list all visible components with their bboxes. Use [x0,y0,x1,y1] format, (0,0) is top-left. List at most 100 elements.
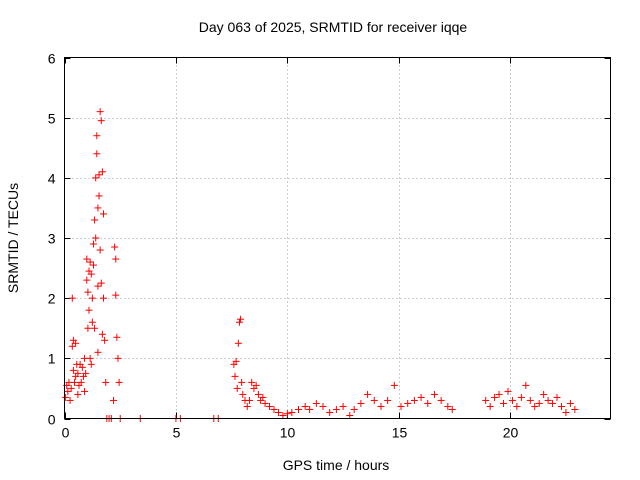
data-point [87,270,95,278]
y-tick-label: 3 [48,231,56,247]
data-point [68,294,76,302]
data-point [500,399,508,407]
x-tick-label: 0 [62,425,70,441]
x-tick-label: 10 [280,425,296,441]
data-point [235,318,243,326]
data-point [74,369,82,377]
data-point [95,171,103,179]
data-point [424,399,432,407]
data-point [86,354,94,362]
data-point [234,339,242,347]
data-point [64,387,72,395]
data-point [544,396,552,404]
y-axis-title: SRMTID / TECUs [5,183,21,293]
data-point [97,279,105,287]
data-point [444,402,452,410]
data-point [72,339,80,347]
data-point [111,243,119,251]
data-point [88,294,96,302]
data-point [339,402,347,410]
data-point [279,411,287,419]
data-point [96,108,104,116]
data-point [283,410,291,418]
data-point [233,384,241,392]
data-point [88,318,96,326]
data-point [83,255,91,263]
data-point [232,357,240,365]
data-point [69,366,77,374]
grid-layer [64,57,611,419]
data-point [504,387,512,395]
data-point [566,399,574,407]
data-point [254,390,262,398]
data-point [66,396,74,404]
data-point [306,405,314,413]
data-point [74,390,82,398]
data-point [508,396,516,404]
data-point [448,405,456,413]
data-point [540,390,548,398]
data-point [85,306,93,314]
data-point [491,393,499,401]
y-tick-label: 1 [48,351,56,367]
data-point [100,210,107,218]
data-point [112,255,120,263]
data-point [377,402,385,410]
data-point [417,393,425,401]
data-point [94,282,102,290]
data-point [71,378,79,386]
y-tick-labels: 0 1 2 3 4 5 6 [48,51,56,428]
data-point [517,393,525,401]
data-point [92,174,100,182]
data-point [482,396,490,404]
data-point [312,399,320,407]
data-point [390,381,398,389]
data-point [100,294,107,302]
x-tick-labels: 0 5 10 15 20 [62,425,519,441]
data-point [93,132,101,140]
data-point [84,324,92,332]
data-point [301,402,309,410]
chart-title: Day 063 of 2025, SRMTID for receiver iqq… [199,19,468,35]
data-point [259,393,267,401]
data-point [237,315,245,323]
x-tick-label: 20 [503,425,519,441]
data-point [248,378,256,386]
data-point [410,396,418,404]
data-point [115,378,123,386]
data-point [94,204,102,212]
data-point [95,192,103,200]
data-point [245,396,253,404]
data-point [68,342,76,350]
data-point [384,396,392,404]
data-point [571,405,579,413]
data-point [553,393,561,401]
data-point [102,378,110,386]
data-point [77,378,85,386]
data-point [346,411,354,419]
data-point [110,396,118,404]
data-point [89,261,97,269]
data-point [83,276,91,284]
data-point [98,330,106,338]
data-point [82,369,90,377]
data-point [78,363,86,371]
data-point [114,354,122,362]
data-point [319,402,327,410]
data-point [231,372,239,380]
data-point [91,216,99,224]
data-point [252,381,260,389]
data-point [332,405,340,413]
data-point [266,402,274,410]
data-point [526,396,534,404]
data-point [96,246,104,254]
data-point [531,402,539,410]
data-point [397,402,405,410]
data-point [91,324,99,332]
data-point [101,336,109,344]
data-point [89,240,97,248]
data-point [549,399,557,407]
data-point [404,399,412,407]
data-point [112,291,120,299]
